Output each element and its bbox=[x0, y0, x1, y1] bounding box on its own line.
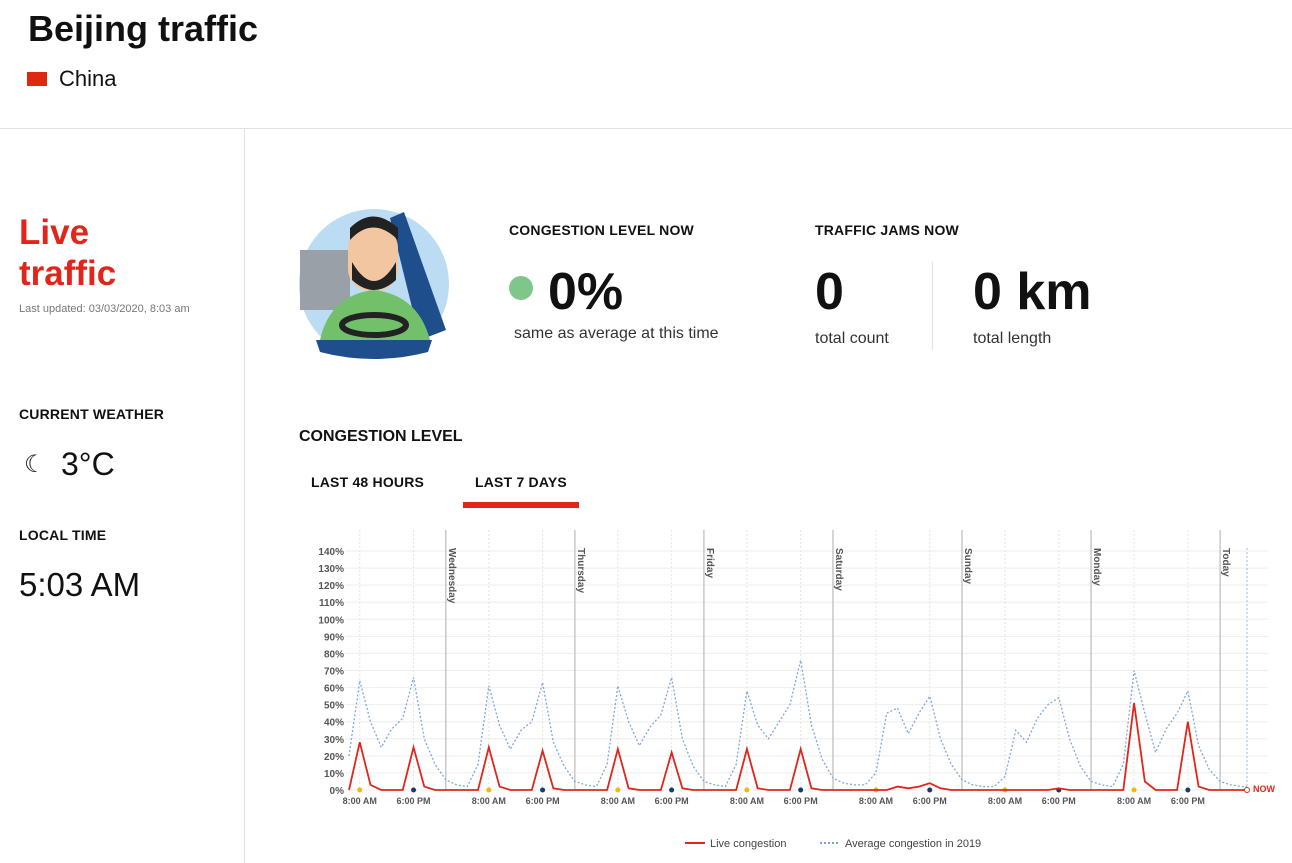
moon-icon: ☾ bbox=[24, 451, 46, 478]
x-tick-label: 6:00 PM bbox=[784, 796, 818, 806]
day-label: Friday bbox=[704, 548, 715, 578]
y-tick-label: 50% bbox=[324, 701, 344, 712]
y-tick-label: 70% bbox=[324, 667, 344, 678]
x-tick-label: 6:00 PM bbox=[397, 796, 431, 806]
legend-label: Live congestion bbox=[710, 838, 786, 850]
divider bbox=[0, 128, 1292, 129]
series-line bbox=[348, 660, 1247, 788]
jams-length-label: total length bbox=[973, 330, 1052, 347]
x-tick-label: 8:00 AM bbox=[1117, 796, 1151, 806]
x-tick-dot bbox=[744, 787, 750, 793]
weather-temp: 3°C bbox=[61, 446, 115, 482]
weather-label: CURRENT WEATHER bbox=[19, 406, 165, 422]
y-tick-label: 30% bbox=[324, 735, 344, 746]
x-tick-label: 6:00 PM bbox=[526, 796, 560, 806]
x-tick-dot bbox=[411, 787, 417, 793]
x-tick-dot bbox=[486, 787, 492, 793]
y-tick-label: 130% bbox=[318, 564, 344, 575]
x-tick-dot bbox=[1185, 787, 1191, 793]
sidebar-divider bbox=[244, 129, 245, 863]
x-tick-dot bbox=[798, 787, 804, 793]
x-tick-label: 8:00 AM bbox=[859, 796, 893, 806]
x-tick-label: 8:00 AM bbox=[343, 796, 377, 806]
now-marker bbox=[1244, 787, 1250, 793]
x-tick-label: 8:00 AM bbox=[601, 796, 635, 806]
day-label: Thursday bbox=[575, 548, 586, 593]
y-tick-label: 140% bbox=[318, 547, 344, 558]
live-heading: Live traffic bbox=[19, 213, 117, 293]
page-title: Beijing traffic bbox=[28, 8, 259, 49]
y-tick-label: 0% bbox=[330, 786, 345, 797]
y-tick-label: 110% bbox=[319, 598, 344, 609]
y-tick-label: 40% bbox=[324, 718, 344, 729]
jams-count-label: total count bbox=[815, 330, 889, 347]
now-label: NOW bbox=[1253, 784, 1276, 794]
avatar bbox=[299, 209, 449, 359]
x-tick-dot bbox=[615, 787, 621, 793]
x-tick-label: 8:00 AM bbox=[988, 796, 1022, 806]
country: China bbox=[59, 66, 117, 91]
x-tick-dot bbox=[540, 787, 546, 793]
x-tick-dot bbox=[1131, 787, 1137, 793]
congestion-note: same as average at this time bbox=[514, 325, 719, 342]
x-tick-label: 6:00 PM bbox=[655, 796, 689, 806]
jams-label: TRAFFIC JAMS NOW bbox=[815, 222, 959, 238]
x-tick-dot bbox=[357, 787, 363, 793]
local-time: 5:03 AM bbox=[19, 566, 141, 603]
flag bbox=[27, 72, 47, 86]
congestion-label: CONGESTION LEVEL NOW bbox=[509, 222, 694, 238]
congestion-value: 0% bbox=[548, 263, 624, 321]
x-tick-label: 6:00 PM bbox=[1171, 796, 1205, 806]
chart-title: CONGESTION LEVEL bbox=[299, 428, 463, 445]
y-tick-label: 100% bbox=[318, 615, 344, 626]
x-tick-dot bbox=[669, 787, 675, 793]
time-label: LOCAL TIME bbox=[19, 527, 107, 543]
jams-count: 0 bbox=[815, 263, 844, 321]
x-tick-label: 8:00 AM bbox=[472, 796, 506, 806]
day-label: Saturday bbox=[833, 548, 844, 591]
y-tick-label: 120% bbox=[318, 581, 344, 592]
status-dot bbox=[509, 276, 533, 300]
day-label: Today bbox=[1220, 548, 1231, 577]
y-tick-label: 90% bbox=[324, 632, 344, 643]
day-label: Wednesday bbox=[446, 548, 457, 604]
tab-active[interactable]: LAST 7 DAYS bbox=[475, 474, 567, 490]
y-tick-label: 80% bbox=[324, 649, 344, 660]
x-tick-label: 8:00 AM bbox=[730, 796, 764, 806]
x-tick-label: 6:00 PM bbox=[1042, 796, 1076, 806]
x-tick-label: 6:00 PM bbox=[913, 796, 947, 806]
stat-divider bbox=[932, 262, 933, 350]
day-label: Sunday bbox=[962, 548, 973, 585]
series-line bbox=[348, 702, 1247, 791]
last-updated: Last updated: 03/03/2020, 8:03 am bbox=[19, 303, 190, 315]
y-tick-label: 60% bbox=[324, 684, 344, 695]
legend-label: Average congestion in 2019 bbox=[845, 838, 981, 850]
tab[interactable]: LAST 48 HOURS bbox=[311, 474, 425, 490]
jams-length: 0 km bbox=[973, 263, 1092, 321]
tab-underline bbox=[463, 502, 579, 508]
x-tick-dot bbox=[927, 787, 933, 793]
y-tick-label: 20% bbox=[324, 752, 344, 763]
day-label: Monday bbox=[1091, 548, 1102, 586]
y-tick-label: 10% bbox=[324, 769, 344, 780]
